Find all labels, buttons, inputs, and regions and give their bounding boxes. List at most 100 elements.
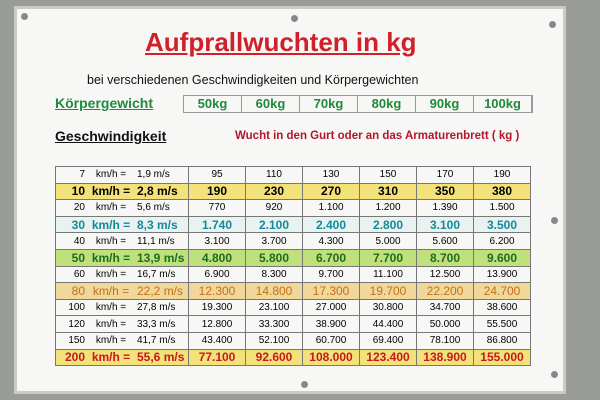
impact-table: 7 km/h = 1,9 m/s 95 110 130 150 170 190 10 km/h = 2…: [55, 166, 531, 367]
value-cell: 19.700: [359, 282, 417, 300]
speed-cell: 60: [55, 265, 88, 284]
speed-cell: 22,2 m/s: [134, 282, 189, 300]
value-cell: 108.000: [302, 348, 360, 367]
table-row: 10 km/h = 2,8 m/s 190 230 270 310 350 380: [55, 182, 531, 201]
table-row: 60 km/h = 16,7 m/s 6.900 8.300 9.700 11.100 12.…: [55, 265, 531, 284]
value-cell: 17.300: [302, 282, 360, 300]
speed-cell: 20: [55, 199, 88, 217]
speed-cell: km/h =: [88, 215, 134, 234]
value-cell: 6.200: [473, 232, 531, 250]
weight-cell: 90kg: [416, 96, 474, 112]
value-cell: 38.900: [302, 315, 360, 333]
speed-cell: 80: [55, 282, 88, 300]
speed-cell: 150: [55, 331, 88, 350]
title: Aufprallwuchten in kg: [145, 27, 417, 57]
value-cell: 3.700: [245, 232, 303, 250]
value-cell: 50.000: [416, 315, 474, 333]
screw: [301, 381, 308, 388]
value-cell: 3.100: [416, 215, 474, 234]
table-row: 150 km/h = 41,7 m/s 43.400 52.100 60.700 69.40…: [55, 331, 531, 350]
value-cell: 190: [188, 182, 246, 201]
value-cell: 86.800: [473, 331, 531, 350]
value-cell: 22.200: [416, 282, 474, 300]
table-row: 50 km/h = 13,9 m/s 4.800 5.800 6.700 7.700 8.70…: [55, 248, 531, 267]
speed-cell: 5,6 m/s: [134, 199, 189, 217]
speed-cell: km/h =: [88, 348, 134, 367]
speed-cell: 55,6 m/s: [134, 348, 189, 367]
value-cell: 4.800: [188, 248, 246, 267]
value-cell: 2.400: [302, 215, 360, 234]
value-cell: 1.200: [359, 199, 417, 217]
speed-cell: 27,8 m/s: [134, 298, 189, 317]
value-cell: 77.100: [188, 348, 246, 367]
weight-label: Körpergewicht: [55, 95, 154, 111]
weight-header: 50kg 60kg 70kg 80kg 90kg 100kg: [183, 95, 533, 113]
value-cell: 60.700: [302, 331, 360, 350]
value-cell: 69.400: [359, 331, 417, 350]
value-cell: 1.100: [302, 199, 360, 217]
speed-cell: km/h =: [88, 282, 134, 300]
screw: [21, 13, 28, 20]
value-cell: 350: [416, 182, 474, 201]
speed-cell: 30: [55, 215, 88, 234]
value-cell: 43.400: [188, 331, 246, 350]
subtitle: bei verschiedenen Geschwindigkeiten und …: [87, 73, 419, 87]
value-cell: 11.100: [359, 265, 417, 284]
speed-cell: km/h =: [88, 315, 134, 333]
value-cell: 14.800: [245, 282, 303, 300]
speed-cell: km/h =: [88, 182, 134, 201]
value-cell: 7.700: [359, 248, 417, 267]
value-cell: 52.100: [245, 331, 303, 350]
table-row: 40 km/h = 11,1 m/s 3.100 3.700 4.300 5.000 5.60…: [55, 232, 531, 250]
value-cell: 19.300: [188, 298, 246, 317]
value-cell: 78.100: [416, 331, 474, 350]
speed-cell: 200: [55, 348, 88, 367]
value-cell: 123.400: [359, 348, 417, 367]
value-cell: 9.600: [473, 248, 531, 267]
impact-label: Wucht in den Gurt oder an das Armaturenb…: [235, 130, 520, 142]
speed-cell: 40: [55, 232, 88, 250]
value-cell: 92.600: [245, 348, 303, 367]
value-cell: 130: [302, 166, 360, 184]
value-cell: 30.800: [359, 298, 417, 317]
value-cell: 2.800: [359, 215, 417, 234]
value-cell: 6.900: [188, 265, 246, 284]
value-cell: 190: [473, 166, 531, 184]
speed-cell: km/h =: [88, 248, 134, 267]
value-cell: 24.700: [473, 282, 531, 300]
value-cell: 3.100: [188, 232, 246, 250]
speed-cell: km/h =: [88, 232, 134, 250]
value-cell: 310: [359, 182, 417, 201]
table-row: 30 km/h = 8,3 m/s 1.740 2.100 2.400 2.800 3.100…: [55, 215, 531, 234]
weight-cell: 80kg: [358, 96, 416, 112]
speed-cell: km/h =: [88, 166, 134, 184]
table-row: 80 km/h = 22,2 m/s 12.300 14.800 17.300 19.700…: [55, 282, 531, 300]
table-row: 20 km/h = 5,6 m/s 770 920 1.100 1.200 1.390 1.50…: [55, 199, 531, 217]
value-cell: 3.500: [473, 215, 531, 234]
value-cell: 5.800: [245, 248, 303, 267]
weight-cell: 100kg: [474, 96, 532, 112]
speed-cell: 120: [55, 315, 88, 333]
value-cell: 12.500: [416, 265, 474, 284]
speed-cell: 1,9 m/s: [134, 166, 189, 184]
value-cell: 920: [245, 199, 303, 217]
value-cell: 38.600: [473, 298, 531, 317]
speed-cell: km/h =: [88, 199, 134, 217]
value-cell: 170: [416, 166, 474, 184]
value-cell: 110: [245, 166, 303, 184]
value-cell: 5.600: [416, 232, 474, 250]
screw: [551, 371, 558, 378]
speed-cell: 16,7 m/s: [134, 265, 189, 284]
value-cell: 5.000: [359, 232, 417, 250]
value-cell: 270: [302, 182, 360, 201]
screw: [551, 217, 558, 224]
value-cell: 34.700: [416, 298, 474, 317]
value-cell: 8.700: [416, 248, 474, 267]
value-cell: 4.300: [302, 232, 360, 250]
weight-cell: 70kg: [300, 96, 358, 112]
weight-cell: 50kg: [184, 96, 242, 112]
speed-cell: km/h =: [88, 298, 134, 317]
speed-cell: 41,7 m/s: [134, 331, 189, 350]
screw: [549, 21, 556, 28]
